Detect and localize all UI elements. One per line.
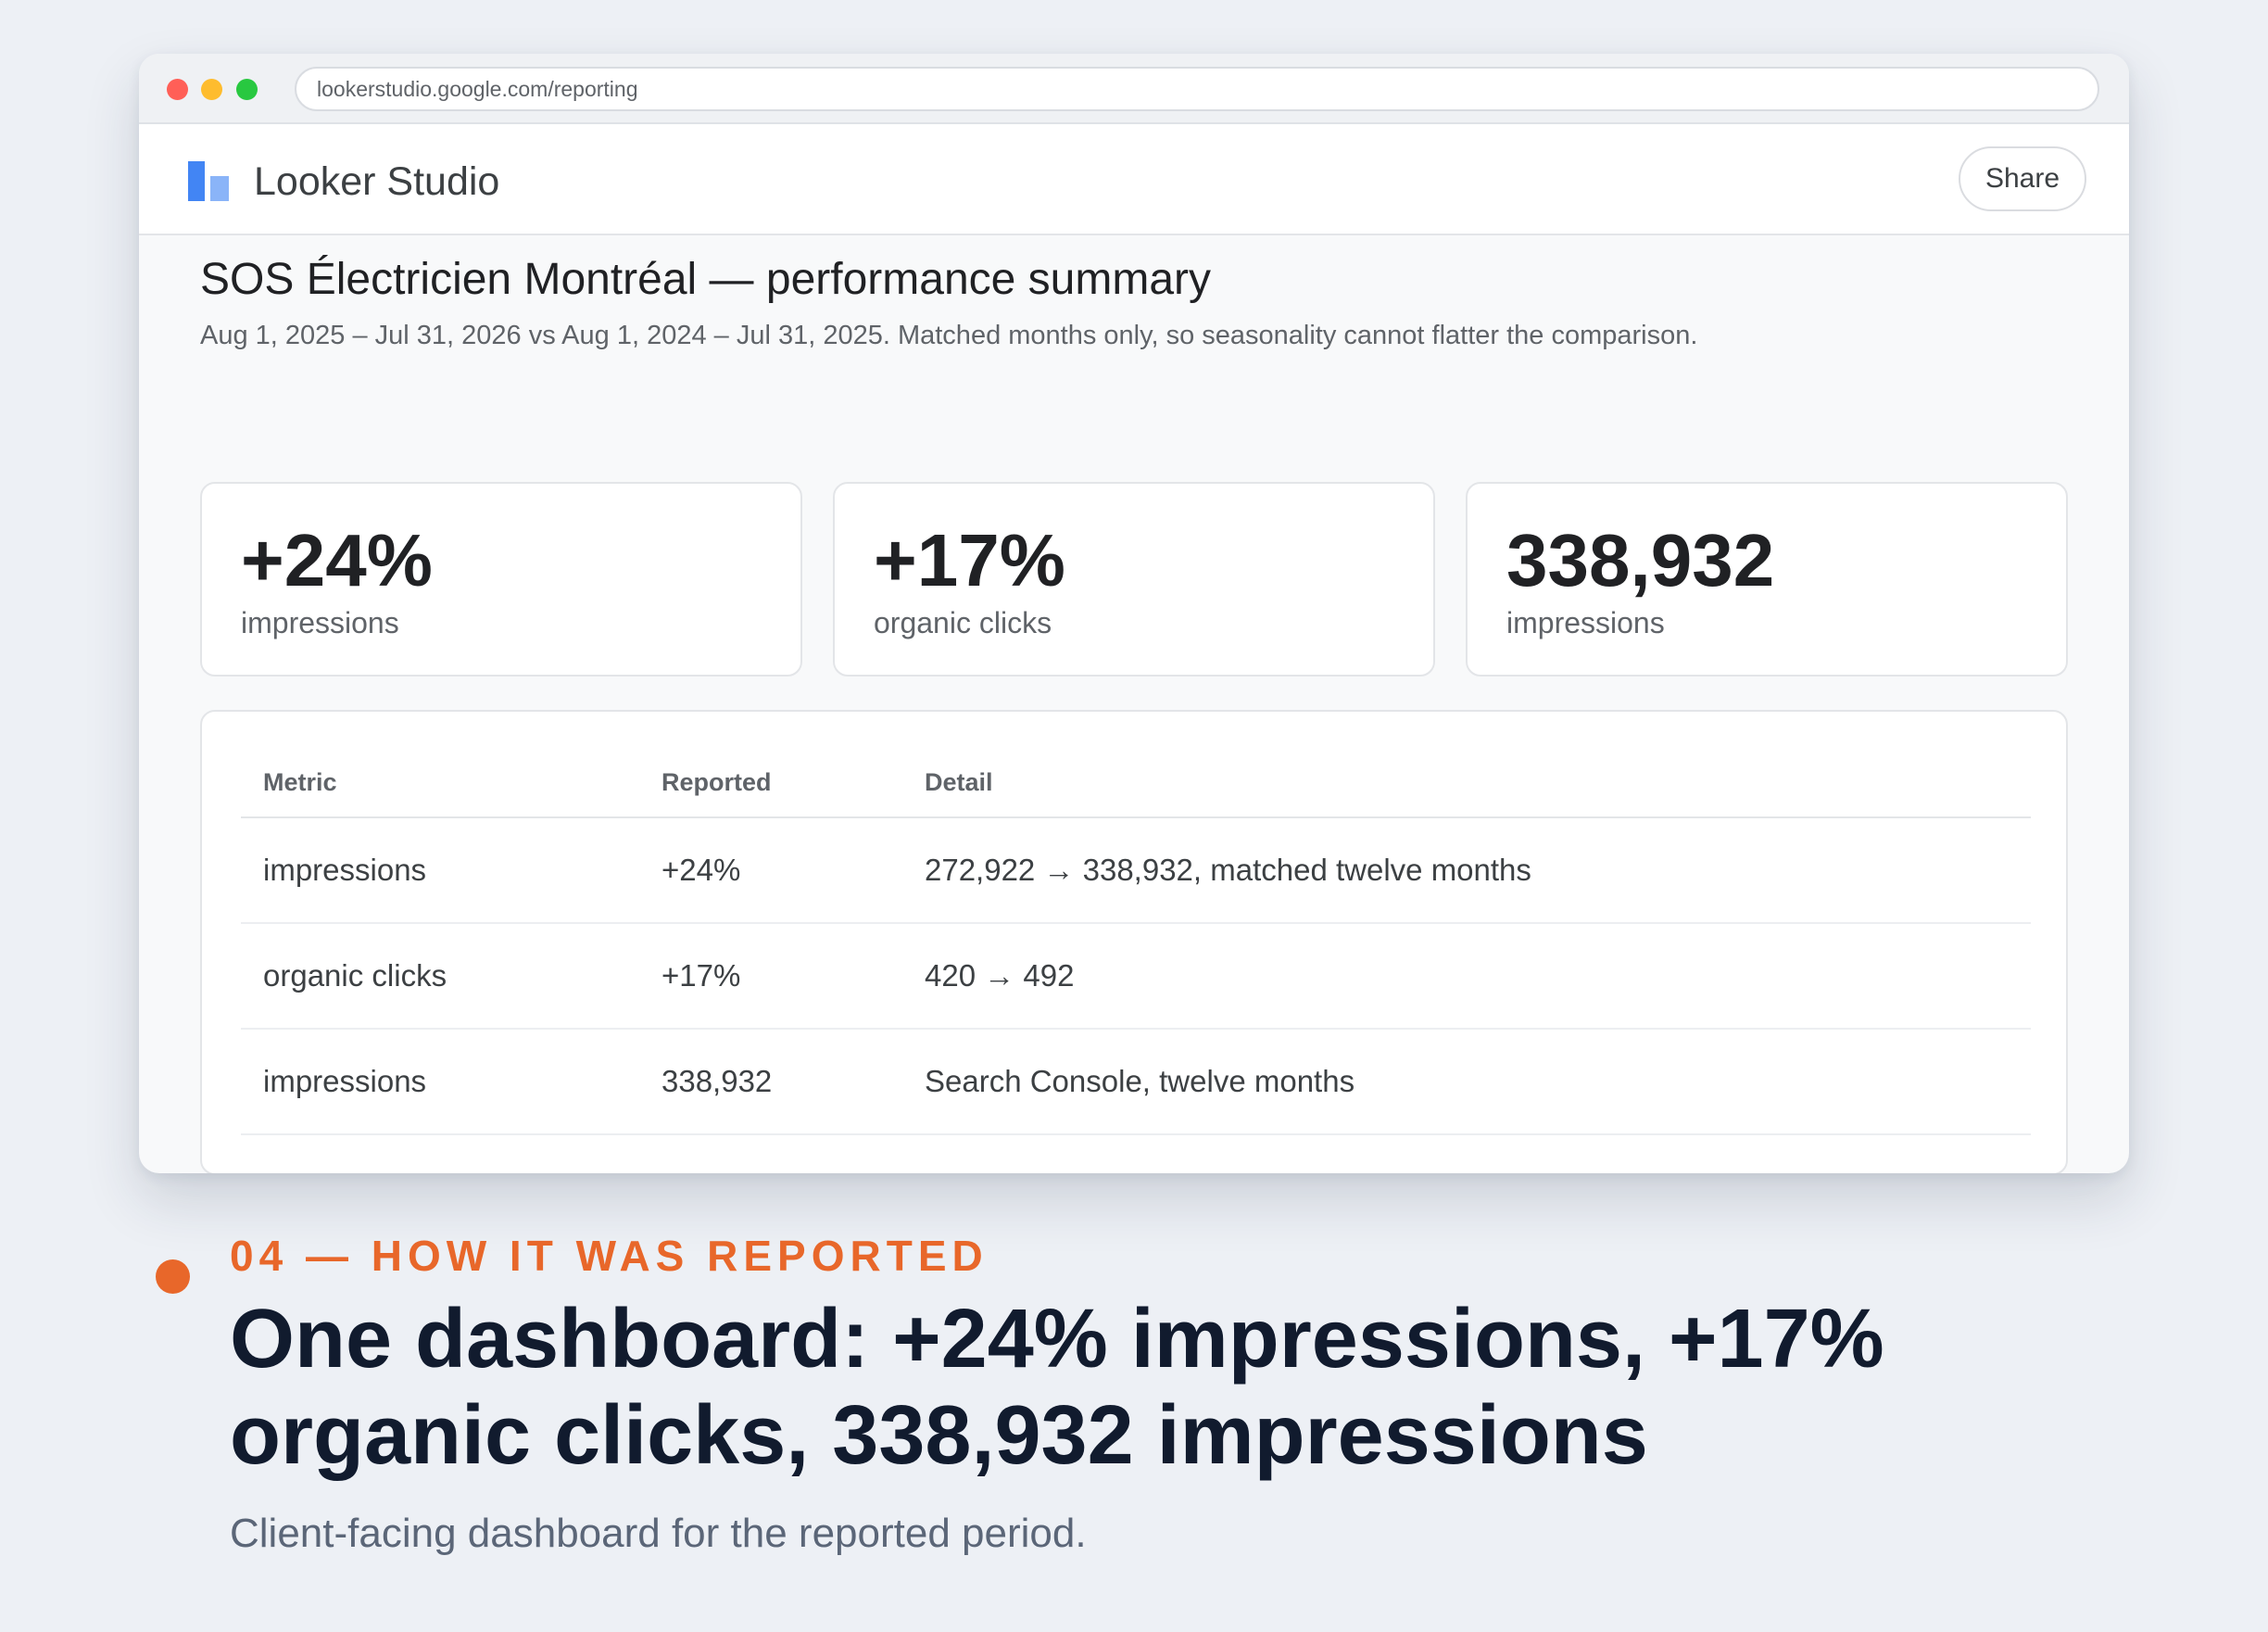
cell-reported: +24% [639, 817, 902, 924]
cell-reported: 338,932 [639, 1029, 902, 1135]
cell-metric: impressions [241, 817, 639, 924]
kpi-card-impressions-change[interactable]: +24% impressions [200, 482, 802, 677]
cell-detail: 420 → 492 [902, 923, 2031, 1030]
kpi-value: 338,932 [1506, 519, 1775, 601]
kpi-value: +17% [874, 519, 1065, 601]
minimize-window-icon[interactable] [201, 79, 222, 100]
cell-reported: +17% [639, 923, 902, 1030]
address-bar[interactable]: lookerstudio.google.com/reporting [295, 67, 2099, 111]
column-header-metric[interactable]: Metric [241, 749, 639, 818]
metrics-table-card: Metric Reported Detail impressions +24% … [200, 710, 2068, 1173]
table-row[interactable]: impressions +24% 272,922 → 338,932, matc… [241, 817, 2031, 924]
table-row[interactable]: organic clicks +17% 420 → 492 [241, 923, 2031, 1030]
close-window-icon[interactable] [167, 79, 188, 100]
cell-detail: Search Console, twelve months [902, 1029, 2031, 1135]
column-header-detail[interactable]: Detail [902, 749, 2031, 818]
metrics-table: Metric Reported Detail impressions +24% … [241, 749, 2031, 1135]
maximize-window-icon[interactable] [236, 79, 258, 100]
logo-bar-short [210, 176, 229, 201]
browser-window: lookerstudio.google.com/reporting Looker… [139, 54, 2129, 1173]
section-caption: Client-facing dashboard for the reported… [230, 1511, 1087, 1556]
kpi-value: +24% [241, 519, 433, 601]
kpi-card-organic-clicks-change[interactable]: +17% organic clicks [833, 482, 1435, 677]
report-subtitle: Aug 1, 2025 – Jul 31, 2026 vs Aug 1, 202… [200, 321, 1698, 350]
logo-bar-tall [188, 161, 205, 201]
kpi-label: impressions [1506, 606, 1665, 639]
cell-metric: organic clicks [241, 923, 639, 1030]
report-title: SOS Électricien Montréal — performance s… [200, 255, 1212, 304]
section-eyebrow: 04 — HOW IT WAS REPORTED [230, 1232, 989, 1280]
column-header-reported[interactable]: Reported [639, 749, 902, 818]
table-header-row: Metric Reported Detail [241, 749, 2031, 818]
app-name: Looker Studio [254, 159, 500, 204]
kpi-label: organic clicks [874, 606, 1052, 639]
kpi-card-impressions-total[interactable]: 338,932 impressions [1466, 482, 2068, 677]
orange-dot-icon [156, 1259, 190, 1294]
looker-studio-logo-icon[interactable] [188, 161, 229, 201]
app-header: Looker Studio Share [139, 124, 2129, 235]
browser-chrome: lookerstudio.google.com/reporting [139, 54, 2129, 124]
table-row[interactable]: impressions 338,932 Search Console, twel… [241, 1029, 2031, 1135]
kpi-row: +24% impressions +17% organic clicks 338… [200, 482, 2068, 677]
share-button[interactable]: Share [1959, 146, 2086, 211]
cell-detail: 272,922 → 338,932, matched twelve months [902, 817, 2031, 924]
cell-metric: impressions [241, 1029, 639, 1135]
report-canvas: SOS Électricien Montréal — performance s… [200, 235, 2068, 1173]
section-headline: One dashboard: +24% impressions, +17% or… [230, 1293, 1884, 1482]
kpi-label: impressions [241, 606, 399, 639]
